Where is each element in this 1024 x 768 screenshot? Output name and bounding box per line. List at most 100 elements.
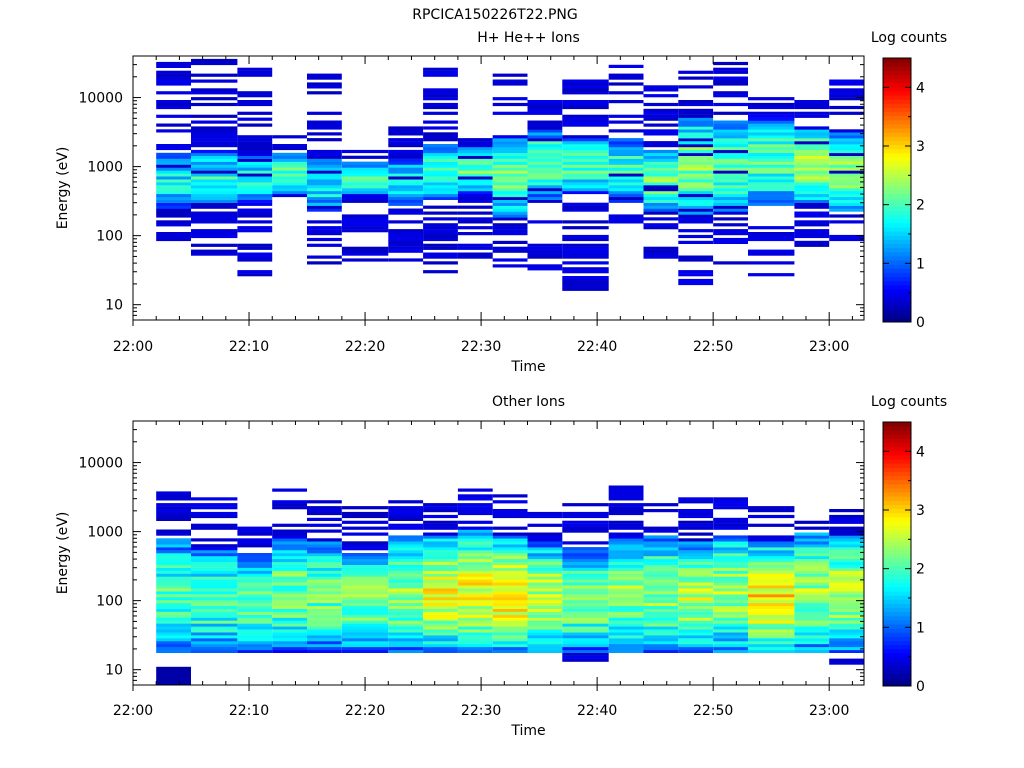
heatmap-cell	[643, 623, 679, 627]
heatmap-cell	[527, 523, 563, 527]
heatmap-cell	[457, 649, 493, 653]
heatmap-cell	[748, 588, 795, 592]
heatmap-cell	[341, 623, 389, 627]
heatmap-cell	[794, 100, 830, 104]
heatmap-cell	[608, 158, 644, 162]
heatmap-cell	[307, 138, 342, 142]
heatmap-cell	[307, 196, 342, 200]
heatmap-cell	[678, 564, 714, 568]
heatmap-cell	[608, 76, 644, 80]
heatmap-cell	[492, 626, 528, 630]
heatmap-cell	[748, 249, 795, 253]
heatmap-cell	[388, 591, 424, 595]
heatmap-cell	[341, 220, 389, 224]
heatmap-cell	[423, 602, 458, 607]
heatmap-cell	[307, 132, 342, 136]
heatmap-cell	[423, 570, 458, 574]
colorbar-swatch	[883, 566, 911, 571]
heatmap-cell	[156, 588, 191, 592]
heatmap-cell	[527, 608, 563, 612]
heatmap-cell	[307, 570, 342, 574]
heatmap-cell	[829, 564, 864, 568]
heatmap-cell	[191, 497, 238, 501]
heatmap-cell	[423, 617, 458, 621]
heatmap-cell	[713, 196, 748, 200]
heatmap-cell	[713, 614, 748, 618]
heatmap-cell	[156, 152, 191, 156]
heatmap-cell	[191, 526, 238, 530]
heatmap-cell	[643, 614, 679, 618]
heatmap-cell	[829, 597, 864, 601]
heatmap-cell	[457, 585, 493, 589]
heatmap-cell	[794, 649, 830, 653]
heatmap-cell	[341, 564, 389, 568]
heatmap-cell	[643, 94, 679, 98]
heatmap-cell	[678, 617, 714, 621]
heatmap-cell	[423, 223, 458, 227]
heatmap-cell	[527, 105, 563, 110]
heatmap-cell	[423, 161, 458, 165]
heatmap-cell	[237, 608, 273, 612]
heatmap-cell	[527, 193, 563, 198]
heatmap-cell	[713, 120, 748, 124]
heatmap-cell	[156, 170, 191, 174]
heatmap-cell	[643, 594, 679, 598]
heatmap-cell	[307, 538, 342, 542]
heatmap-cell	[341, 190, 389, 195]
colorbar-swatch	[883, 169, 911, 174]
heatmap-cell	[272, 550, 307, 554]
heatmap-cell	[608, 497, 644, 501]
heatmap-cell	[191, 170, 238, 174]
heatmap-cell	[272, 558, 307, 563]
heatmap-cell	[678, 211, 714, 215]
heatmap-cell	[457, 553, 493, 557]
heatmap-cell	[423, 164, 458, 168]
heatmap-cell	[643, 132, 679, 136]
heatmap-cell	[388, 547, 424, 551]
colorbar-swatch	[883, 305, 911, 311]
colorbar-swatch	[883, 677, 911, 683]
heatmap-cell	[527, 599, 563, 604]
heatmap-cell	[794, 144, 830, 148]
heatmap-cell	[713, 526, 748, 530]
heatmap-cell	[678, 102, 714, 107]
heatmap-cell	[527, 570, 563, 574]
heatmap-cell	[492, 146, 528, 151]
heatmap-cell	[307, 155, 342, 159]
heatmap-cell	[794, 214, 830, 218]
heatmap-cell	[713, 211, 748, 215]
heatmap-cell	[492, 605, 528, 609]
heatmap-cell	[794, 538, 830, 542]
colorbar-swatch	[883, 438, 911, 444]
heatmap-cell	[713, 138, 748, 142]
heatmap-cell	[643, 208, 679, 212]
heatmap-cell	[527, 550, 563, 554]
heatmap-cell	[713, 132, 748, 136]
heatmap-cell	[457, 611, 493, 615]
heatmap-cell	[527, 632, 563, 636]
heatmap-cell	[423, 70, 458, 74]
heatmap-cell	[562, 620, 609, 624]
heatmap-cell	[713, 585, 748, 589]
heatmap-cell	[492, 641, 528, 645]
heatmap-cell	[492, 608, 528, 612]
heatmap-cell	[527, 144, 563, 148]
heatmap-cell	[156, 611, 191, 615]
heatmap-cell	[237, 176, 273, 180]
heatmap-cell	[794, 641, 830, 645]
heatmap-cell	[562, 614, 609, 618]
heatmap-cell	[307, 170, 342, 174]
colorbar-swatch	[883, 173, 911, 179]
heatmap-cell	[643, 182, 679, 186]
heatmap-cell	[341, 188, 389, 192]
heatmap-cell	[237, 155, 273, 159]
colorbar-swatch	[883, 161, 911, 166]
colorbar-swatch	[883, 194, 911, 199]
heatmap-cell	[191, 643, 238, 648]
heatmap-cell	[562, 202, 609, 206]
heatmap-cell	[423, 149, 458, 154]
heatmap-cell	[237, 94, 273, 98]
colorbar-swatch	[883, 247, 911, 253]
heatmap-cell	[829, 97, 864, 101]
heatmap-cell	[713, 123, 748, 127]
